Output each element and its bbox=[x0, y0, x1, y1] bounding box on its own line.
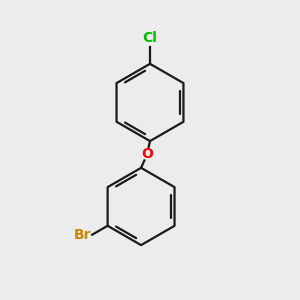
Text: Cl: Cl bbox=[142, 32, 158, 45]
Text: Br: Br bbox=[74, 228, 91, 242]
Text: O: O bbox=[141, 148, 153, 161]
